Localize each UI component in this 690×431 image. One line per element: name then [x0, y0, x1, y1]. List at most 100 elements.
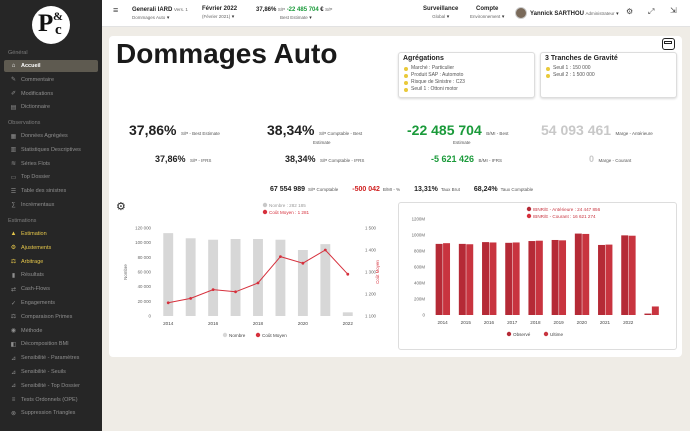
bus-icon[interactable]: [662, 38, 675, 50]
y-tick-label: 1000M: [412, 233, 426, 238]
bar: [163, 233, 174, 316]
chevron-down-icon: ▾: [166, 15, 170, 21]
sidebar-item-label: Cash-Flows: [21, 286, 51, 293]
chart-ibnr: IBNR/E - Antérieure : 24 447 856 IBNR/E -…: [398, 202, 677, 350]
sidebar-item-label: Données Agrégées: [21, 133, 68, 139]
account-selector[interactable]: Compte Environnement ▾: [470, 6, 504, 21]
sidebar-item[interactable]: ⊿ Sensibilité - Paramètres: [4, 352, 98, 364]
sidebar-item[interactable]: ⚖ Comparaison Primes: [4, 311, 98, 323]
sidebar-item[interactable]: ✎ Commentaire: [4, 74, 98, 86]
kpi-label: S/P Comptable: [308, 187, 339, 192]
chevron-down-icon: ▾: [231, 14, 235, 20]
list-item-text: Seuil 1 : Ottoni motor: [411, 86, 458, 92]
bar: [297, 250, 308, 316]
sidebar-item[interactable]: ✐ Modifications: [4, 88, 98, 100]
avatar[interactable]: [515, 7, 527, 19]
sidebar-item[interactable]: ≋ Séries Flots: [4, 158, 98, 170]
list-item: Marché : Particulier: [404, 65, 534, 72]
kpi-value: -500 042: [352, 186, 380, 193]
kpi-label: B/MI - Best: [486, 131, 509, 136]
sidebar-item[interactable]: ⊿ Sensibilité - Seuils: [4, 366, 98, 378]
sidebar-item[interactable]: ▥ Statistiques Descriptives: [4, 144, 98, 156]
app-logo[interactable]: P & c: [32, 6, 70, 44]
sidebar-item-label: Sensibilité - Seuils: [21, 369, 66, 375]
sidebar-item-label: Statistiques Descriptives: [21, 146, 81, 153]
y2-tick-label: 1 500: [365, 226, 377, 231]
sidebar-item[interactable]: ⌂ Accueil: [4, 60, 98, 72]
sidebar-section-label: Estimations: [8, 218, 37, 224]
kpi-bmi-ifrs: -5 621 426 B/MI - IFRS: [431, 149, 502, 167]
sidebar-item[interactable]: ⚖ Arbitrage: [4, 256, 98, 268]
settings-gear-icon[interactable]: ⚙: [116, 201, 126, 213]
x-tick-label: 2017: [507, 320, 518, 325]
account-sub: Environnement: [470, 14, 501, 19]
delete-icon: ⊗: [10, 410, 17, 417]
cashflow-icon: ⇄: [10, 286, 17, 293]
sidebar-item[interactable]: ∑ Incrémentaux: [4, 199, 98, 211]
sidebar-section-label: Général: [8, 50, 28, 56]
y2-axis-label: Coût Moyen: [375, 260, 380, 284]
bar: [512, 242, 520, 315]
sidebar-item[interactable]: ◉ Méthode: [4, 325, 98, 337]
sidebar-item-label: Suppression Triangles: [21, 410, 76, 417]
sidebar-item-label: Dictionnaire: [21, 104, 51, 111]
top-kpi-sub: Best Estimate: [280, 15, 308, 20]
sidebar-item[interactable]: ⚙ Ajustements: [4, 242, 98, 254]
line-point: [256, 281, 260, 285]
account-title: Compte: [475, 6, 499, 12]
sidebar-item[interactable]: ✓ Engagements: [4, 297, 98, 309]
sidebar-item-label: Top Dossier: [21, 174, 51, 181]
dashboard-panel: Dommages Auto Agrégations Marché : Parti…: [109, 36, 682, 357]
sidebar-item[interactable]: ⊿ Sensibilité - Top Dossier: [4, 380, 98, 392]
entity-sub: Dommages Auto: [132, 15, 166, 20]
line-point: [279, 255, 282, 258]
list-item: Risque de Sinistre : C23: [404, 79, 534, 86]
sidebar-item[interactable]: ▮ Résultats: [4, 269, 98, 281]
bar: [458, 243, 466, 315]
line-point: [346, 272, 350, 276]
y-tick-label: 600M: [414, 265, 425, 270]
kpi-label: S/P - IFRS: [189, 158, 212, 163]
sidebar-item[interactable]: ◧ Décomposition BMI: [4, 338, 98, 350]
entity-selector[interactable]: Generali IARD Vers. 1 Dommages Auto ▾: [132, 6, 188, 22]
bullet-dot-icon: [404, 80, 408, 85]
expand-icon[interactable]: ⇲: [670, 6, 677, 15]
sidebar-item[interactable]: ▦ Données Agrégées: [4, 130, 98, 142]
line-point: [166, 301, 170, 305]
kpi-value: 37,86%: [155, 154, 186, 164]
legend-marker: [526, 206, 532, 212]
bar: [582, 233, 590, 315]
sidebar-item[interactable]: ▭ Top Dossier: [4, 171, 98, 183]
sidebar-item[interactable]: ⇄ Cash-Flows: [4, 283, 98, 295]
legend-label: Coût Moyen : 1 281: [269, 210, 310, 215]
bullet-dot-icon: [404, 66, 408, 71]
legend-marker: [262, 202, 268, 208]
entity-version: Vers. 1: [173, 7, 188, 12]
compare-icon: ⚖: [10, 314, 17, 321]
x-tick-label: 2021: [600, 320, 611, 325]
list-item: Produit SAP : Automoto: [404, 72, 534, 79]
sidebar-item-label: Séries Flots: [21, 160, 51, 167]
gear-icon[interactable]: ⚙: [626, 7, 634, 16]
sidebar-item-label: Décomposition BMI: [21, 341, 69, 348]
list-icon: ☰: [10, 188, 17, 195]
period-selector[interactable]: Février 2022 (Février 2021) ▾: [202, 6, 237, 21]
list-item-text: Marché : Particulier: [411, 65, 455, 71]
y-tick-label: 20 000: [138, 299, 152, 304]
sidebar-item[interactable]: ≡ Tests Ordonnels (OPE): [4, 394, 98, 406]
sidebar-item[interactable]: ▲ Estimation: [4, 228, 98, 240]
user-menu[interactable]: Yannick SARTHOU Administrateur ▾: [530, 10, 619, 18]
sidebar-item[interactable]: ▤ Dictionnaire: [4, 101, 98, 113]
series-icon: ≋: [10, 161, 17, 168]
fullscreen-icon[interactable]: ⤢: [648, 7, 655, 16]
sidebar-item-label: Commentaire: [21, 76, 55, 83]
bar: [628, 235, 636, 315]
sidebar-item[interactable]: ⊗ Suppression Triangles: [4, 407, 98, 419]
kpi-selector[interactable]: 37,86% S/P -22 485 704 € S/P Best Estima…: [256, 6, 332, 22]
kpi-value: 13,31%: [414, 186, 438, 193]
sidebar-item[interactable]: ☰ Table des sinistres: [4, 185, 98, 197]
kpi-label: S/P - Best Estimate: [180, 131, 220, 136]
surveillance-selector[interactable]: Surveillance Global ▾: [423, 6, 458, 21]
y2-tick-label: 1 100: [365, 314, 377, 319]
hamburger-menu-icon[interactable]: ≡: [113, 5, 119, 15]
